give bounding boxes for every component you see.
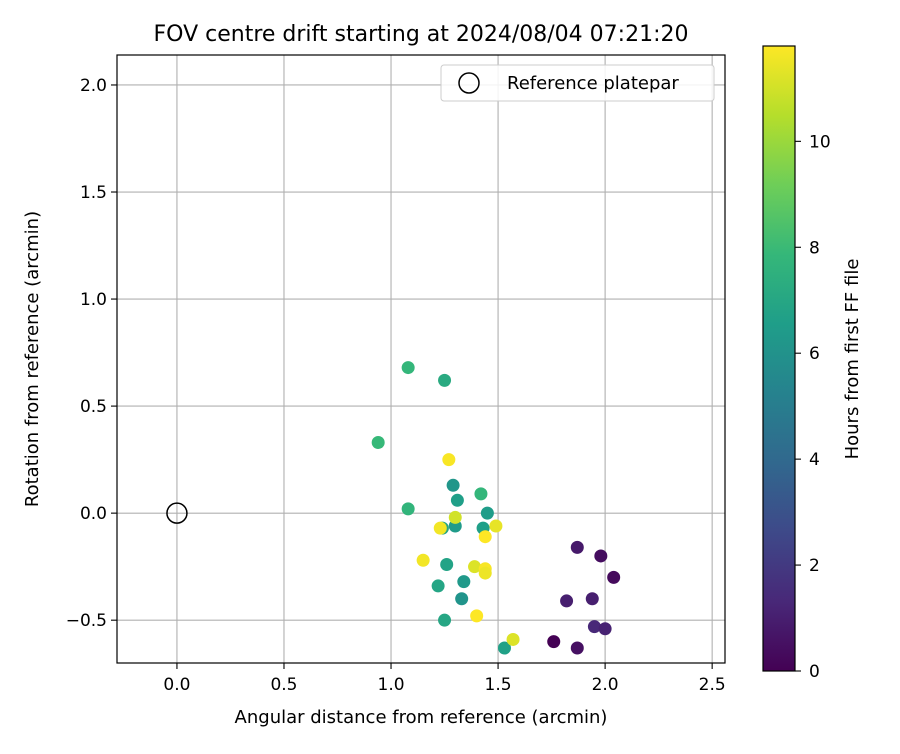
colorbar-tick-label: 10 bbox=[809, 132, 831, 152]
data-point bbox=[478, 530, 492, 544]
data-point bbox=[455, 592, 469, 606]
y-tick-label: −0.5 bbox=[66, 611, 107, 631]
data-point bbox=[448, 510, 462, 524]
y-tick-label: 1.5 bbox=[80, 183, 107, 203]
data-point bbox=[470, 609, 484, 623]
data-point bbox=[587, 620, 601, 634]
data-point bbox=[401, 361, 415, 375]
y-axis-label: Rotation from reference (arcmin) bbox=[22, 211, 43, 507]
reference-platepar-marker bbox=[166, 502, 188, 524]
x-axis-ticks: 0.0 0.5 1.0 1.5 2.0 2.5 bbox=[163, 663, 726, 695]
data-point bbox=[560, 594, 574, 608]
data-point bbox=[457, 575, 471, 589]
x-tick-label: 2.5 bbox=[699, 675, 726, 695]
data-point bbox=[431, 579, 445, 593]
y-tick-label: 2.0 bbox=[80, 76, 107, 96]
data-point bbox=[570, 540, 584, 554]
colorbar-tick-label: 2 bbox=[809, 556, 820, 576]
data-point bbox=[416, 553, 430, 567]
data-point bbox=[547, 635, 561, 649]
x-tick-label: 0.5 bbox=[270, 675, 297, 695]
data-point bbox=[371, 435, 385, 449]
colorbar-tick-label: 4 bbox=[809, 450, 820, 470]
y-tick-label: 0.0 bbox=[80, 504, 107, 524]
colorbar-tick-label: 0 bbox=[809, 662, 820, 682]
legend-label-reference: Reference platepar bbox=[507, 73, 679, 94]
data-point bbox=[480, 506, 494, 520]
data-point bbox=[607, 570, 621, 584]
chart-title: FOV centre drift starting at 2024/08/04 … bbox=[154, 22, 689, 47]
data-point bbox=[438, 613, 452, 627]
data-point bbox=[497, 641, 511, 655]
x-axis-label: Angular distance from reference (arcmin) bbox=[235, 707, 608, 728]
legend-marker-reference bbox=[458, 72, 480, 94]
data-point bbox=[401, 502, 415, 516]
data-point bbox=[433, 521, 447, 535]
colorbar-label: Hours from first FF file bbox=[842, 259, 863, 460]
x-tick-label: 0.0 bbox=[163, 675, 190, 695]
data-point bbox=[506, 632, 520, 646]
colorbar-tick-label: 6 bbox=[809, 344, 820, 364]
data-point bbox=[570, 641, 584, 655]
colorbar bbox=[762, 45, 796, 672]
y-axis-ticks: −0.5 0.0 0.5 1.0 1.5 2.0 bbox=[66, 76, 117, 631]
grid-lines bbox=[117, 55, 725, 663]
colorbar-tick-label: 8 bbox=[809, 238, 820, 258]
data-point bbox=[478, 566, 492, 580]
data-point bbox=[474, 487, 488, 501]
data-point bbox=[440, 558, 454, 572]
data-point bbox=[598, 622, 612, 636]
data-point bbox=[468, 560, 482, 574]
colorbar-ticks: 0 2 4 6 8 10 bbox=[795, 132, 831, 682]
y-tick-label: 0.5 bbox=[80, 397, 107, 417]
data-point bbox=[489, 519, 503, 533]
y-tick-label: 1.0 bbox=[80, 290, 107, 310]
x-tick-label: 1.5 bbox=[485, 675, 512, 695]
legend: Reference platepar bbox=[440, 64, 715, 102]
plot-frame bbox=[116, 54, 726, 664]
data-point bbox=[594, 549, 608, 563]
reference-marker-layer bbox=[166, 502, 188, 524]
data-points bbox=[371, 361, 621, 655]
data-point bbox=[450, 493, 464, 507]
data-point bbox=[442, 453, 456, 467]
data-point bbox=[438, 373, 452, 387]
x-tick-label: 2.0 bbox=[592, 675, 619, 695]
data-point bbox=[446, 478, 460, 492]
legend-box bbox=[440, 64, 715, 102]
x-tick-label: 1.0 bbox=[378, 675, 405, 695]
data-point bbox=[585, 592, 599, 606]
